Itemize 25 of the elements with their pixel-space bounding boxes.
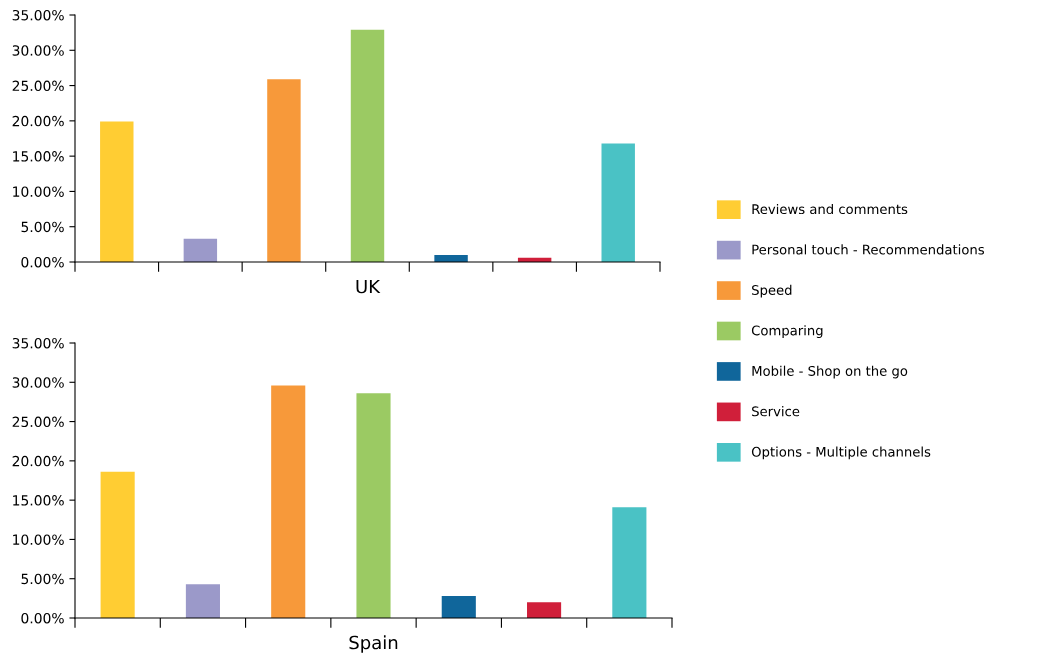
y-tick-label: 15.00% bbox=[13, 151, 64, 162]
y-tick-label: 25.00% bbox=[12, 416, 64, 428]
x-axis-title: Spain bbox=[349, 635, 398, 653]
y-tick-label: 20.00% bbox=[12, 455, 64, 467]
legend-label: Mobile - Shop on the go bbox=[752, 365, 908, 379]
y-tick-label: 5.00% bbox=[21, 221, 64, 233]
y-tick-label: 30.00% bbox=[12, 45, 64, 56]
y-tick-label: 25.00% bbox=[12, 80, 64, 92]
y-tick-label: 20.00% bbox=[12, 115, 64, 127]
legend-label: Reviews and comments bbox=[752, 203, 908, 215]
y-tick-label: 30.00% bbox=[12, 377, 64, 388]
y-tick-label: 35.00% bbox=[12, 337, 64, 349]
x-axis-title: UK bbox=[356, 279, 381, 294]
y-tick-label: 35.00% bbox=[12, 9, 64, 21]
legend-label: Speed bbox=[752, 284, 792, 298]
y-tick-label: 0.00% bbox=[21, 612, 64, 624]
y-tick-label: 5.00% bbox=[21, 573, 64, 585]
y-tick-label: 10.00% bbox=[13, 534, 64, 545]
legend-label: Service bbox=[752, 406, 800, 417]
legend-label: Personal touch - Recommendations bbox=[752, 244, 984, 255]
y-tick-label: 0.00% bbox=[21, 256, 64, 268]
legend-label: Comparing bbox=[751, 325, 823, 338]
y-tick-label: 10.00% bbox=[13, 186, 64, 197]
legend-label: Options - Multiple channels bbox=[751, 446, 931, 460]
y-tick-label: 15.00% bbox=[13, 495, 64, 506]
